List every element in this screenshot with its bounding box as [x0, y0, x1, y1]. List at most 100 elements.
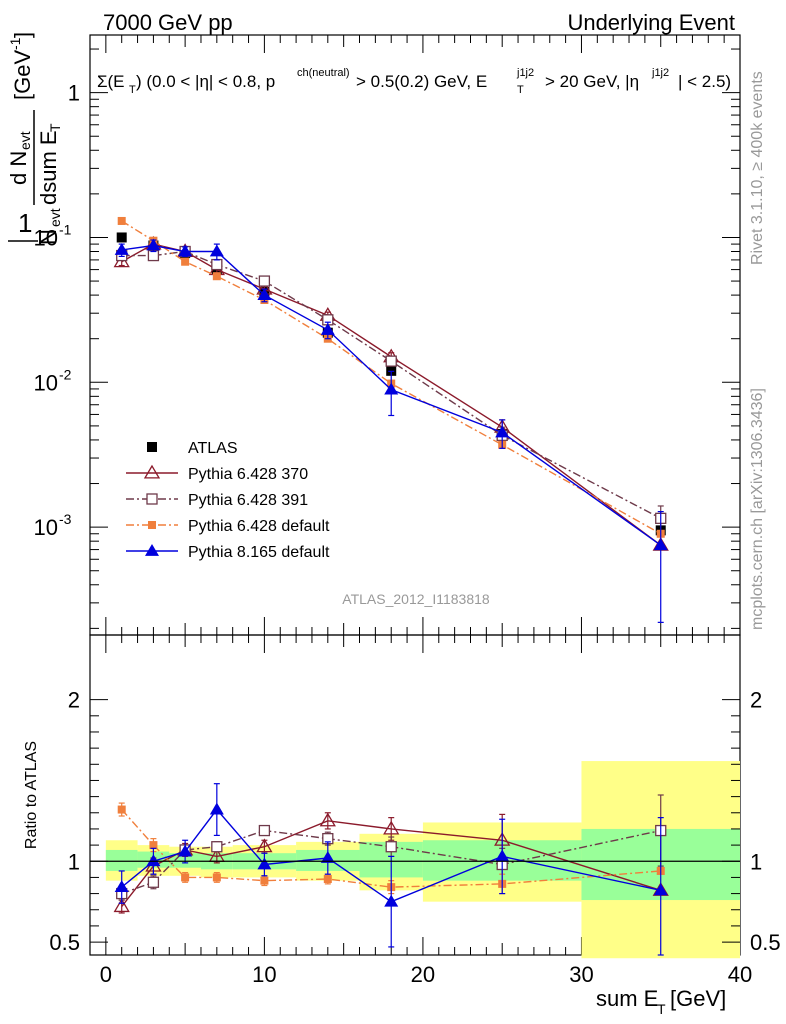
- data-point: [181, 873, 190, 882]
- ratio-y-tick-label-right: 2: [750, 688, 762, 713]
- band-stat-sys: [105, 849, 138, 871]
- svg-text:T: T: [517, 84, 524, 96]
- svg-text:[GeV: [GeV: [10, 50, 35, 100]
- data-point: [211, 258, 223, 271]
- ratio-y-tick-label: 2: [68, 688, 80, 713]
- legend-label: Pythia 6.428 default: [188, 518, 330, 535]
- svg-text:T: T: [129, 84, 136, 96]
- data-point: [384, 894, 399, 907]
- data-point: [384, 382, 399, 395]
- analysis-id: ATLAS_2012_I1183818: [342, 591, 490, 607]
- data-point: [257, 857, 272, 870]
- legend-marker: [146, 493, 158, 505]
- data-point: [181, 257, 190, 266]
- data-point: [260, 876, 269, 885]
- main-title: Σ(E T ) (0.0 < |η| < 0.8, p ch(neutral) …: [97, 67, 731, 96]
- data-point: [258, 275, 271, 287]
- svg-text:N: N: [36, 229, 61, 245]
- data-point: [114, 242, 129, 255]
- ratio-uncertainty-bands: [105, 761, 740, 959]
- legend-marker: [145, 544, 159, 556]
- legend-item: Pythia 6.428 default: [126, 518, 330, 535]
- header-left: 7000 GeV pp: [103, 10, 233, 35]
- svg-text:dsum E: dsum E: [36, 130, 61, 205]
- data-point: [212, 873, 221, 882]
- legend-item: Pythia 6.428 391: [126, 492, 308, 509]
- legend-label: Pythia 8.165 default: [188, 544, 330, 561]
- svg-text:) (0.0 < |η| < 0.8, p: ) (0.0 < |η| < 0.8, p: [136, 72, 275, 91]
- data-point: [178, 244, 193, 257]
- data-point: [320, 851, 335, 863]
- y-tick-label: 10 -2: [34, 366, 72, 395]
- series-pythia-8-165-default: [114, 783, 668, 956]
- x-axis-label: sum E T [GeV]: [596, 986, 726, 1017]
- legend-item: Pythia 6.428 370: [126, 464, 308, 483]
- svg-text:j1j2: j1j2: [651, 67, 669, 79]
- svg-text:evt: evt: [17, 131, 33, 150]
- data-point: [147, 876, 160, 888]
- ratio-y-tick-label: 0.5: [49, 930, 80, 955]
- svg-text:| < 2.5): | < 2.5): [678, 72, 731, 91]
- data-point: [146, 854, 161, 867]
- x-tick-label: 30: [569, 962, 593, 987]
- data-point: [258, 824, 271, 837]
- main-series-group: [113, 216, 669, 623]
- x-tick-label: 20: [411, 962, 435, 987]
- data-point: [495, 849, 510, 862]
- data-point: [385, 355, 397, 367]
- main-y-axis-label: 1 N evt d N evt dsum E T [GeV -1 ]: [6, 32, 63, 245]
- data-point: [256, 838, 273, 853]
- data-point: [114, 880, 129, 893]
- x-tick-label: 0: [100, 962, 112, 987]
- legend-label: Pythia 6.428 370: [188, 466, 308, 483]
- data-point: [653, 538, 668, 551]
- y-tick-label: 1: [68, 81, 80, 106]
- ratio-y-tick-label-right: 1: [750, 849, 762, 874]
- data-point: [117, 216, 126, 225]
- data-point: [323, 875, 332, 884]
- data-point: [320, 322, 335, 335]
- svg-text:Σ(E: Σ(E: [97, 72, 125, 91]
- series-pythia-8-165-default: [114, 238, 668, 623]
- data-point: [113, 898, 130, 913]
- svg-text:1: 1: [18, 208, 32, 238]
- svg-text:-1: -1: [59, 221, 72, 237]
- legend-marker: [147, 442, 157, 452]
- svg-text:j1j2: j1j2: [516, 67, 534, 79]
- svg-text:10: 10: [34, 515, 58, 540]
- y-tick-label: 10 -3: [34, 511, 72, 540]
- x-tick-label: 40: [728, 962, 752, 987]
- legend-label: ATLAS: [188, 440, 238, 457]
- svg-text:> 0.5(0.2) GeV, E: > 0.5(0.2) GeV, E: [356, 72, 487, 91]
- x-tick-label: 10: [252, 962, 276, 987]
- data-point: [116, 232, 127, 243]
- y-tick-label: 10 -1: [34, 221, 72, 250]
- legend-item: Pythia 8.165 default: [126, 544, 330, 561]
- svg-text:10: 10: [34, 225, 58, 250]
- data-point: [257, 288, 272, 301]
- svg-text:[GeV]: [GeV]: [670, 986, 726, 1011]
- mcplots-label: mcplots.cern.ch [arXiv:1306.3436]: [749, 388, 766, 630]
- svg-text:ch(neutral): ch(neutral): [297, 67, 350, 79]
- data-point: [209, 244, 224, 257]
- data-point: [117, 805, 126, 814]
- svg-text:> 20 GeV, |η: > 20 GeV, |η: [545, 72, 639, 91]
- svg-text:-3: -3: [59, 511, 72, 527]
- svg-text:evt: evt: [47, 208, 63, 227]
- data-point: [319, 812, 336, 827]
- svg-text:]: ]: [10, 32, 35, 38]
- svg-text:1: 1: [68, 81, 80, 106]
- data-point: [211, 841, 223, 853]
- svg-text:T: T: [657, 1001, 666, 1017]
- main-axis-ticks: 10 -310 -210 -110 10 20 30 40: [34, 35, 752, 987]
- data-point: [383, 820, 400, 835]
- data-point: [653, 883, 668, 896]
- rivet-label: Rivet 3.1.10, ≥ 400k events: [749, 71, 766, 265]
- legend: ATLAS Pythia 6.428 370 Pythia 6.428 391 Pyt…: [126, 440, 330, 561]
- svg-text:sum E: sum E: [596, 986, 658, 1011]
- data-point: [212, 272, 221, 281]
- data-point: [385, 841, 397, 853]
- ratio-y-tick-label: 1: [68, 849, 80, 874]
- ratio-y-axis-label: Ratio to ATLAS: [23, 741, 40, 849]
